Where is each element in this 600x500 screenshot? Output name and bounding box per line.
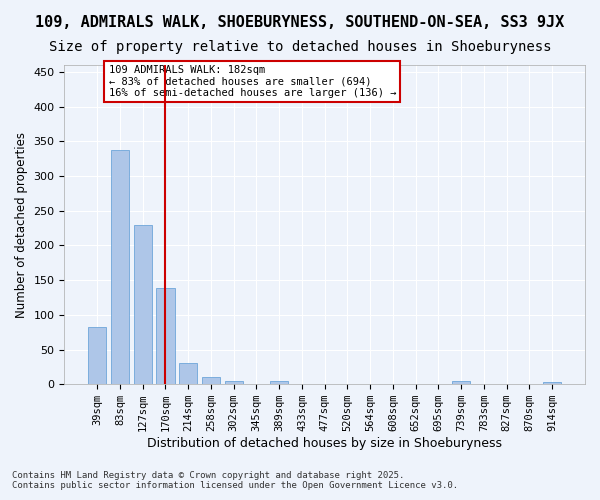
Bar — [543, 382, 562, 384]
Text: 109 ADMIRALS WALK: 182sqm
← 83% of detached houses are smaller (694)
16% of semi: 109 ADMIRALS WALK: 182sqm ← 83% of detac… — [109, 65, 396, 98]
Bar — [88, 326, 106, 384]
Bar — [134, 224, 152, 384]
Bar — [224, 382, 243, 384]
Bar — [179, 364, 197, 384]
X-axis label: Distribution of detached houses by size in Shoeburyness: Distribution of detached houses by size … — [147, 437, 502, 450]
Y-axis label: Number of detached properties: Number of detached properties — [15, 132, 28, 318]
Bar — [452, 382, 470, 384]
Bar — [111, 150, 129, 384]
Text: Contains HM Land Registry data © Crown copyright and database right 2025.
Contai: Contains HM Land Registry data © Crown c… — [12, 470, 458, 490]
Bar — [202, 378, 220, 384]
Bar — [157, 288, 175, 384]
Text: 109, ADMIRALS WALK, SHOEBURYNESS, SOUTHEND-ON-SEA, SS3 9JX: 109, ADMIRALS WALK, SHOEBURYNESS, SOUTHE… — [35, 15, 565, 30]
Text: Size of property relative to detached houses in Shoeburyness: Size of property relative to detached ho… — [49, 40, 551, 54]
Bar — [270, 382, 288, 384]
